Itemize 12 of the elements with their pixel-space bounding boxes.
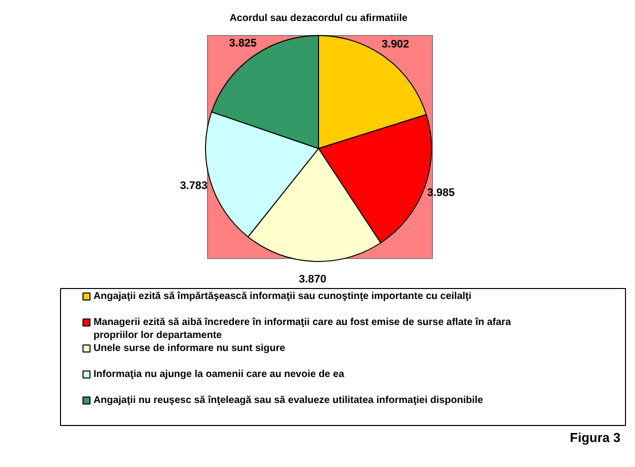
chart-title: Acordul sau dezacordul cu afirmatiile: [230, 13, 408, 24]
data-label: 3.870: [298, 273, 326, 286]
data-label: 3.825: [229, 38, 257, 50]
data-label: 3.985: [427, 187, 455, 200]
data-label: 3.783: [180, 180, 208, 192]
data-label: 3.902: [382, 38, 410, 51]
legend-label: Managerii ezită să aibă încredere în informaţii care au fost emise de surse aflate în afara propriilor lor departamente: [94, 317, 512, 341]
legend-label: Informaţia nu ajunge la oamenii care au nevoie de ea: [94, 369, 345, 380]
text: Figura 3: [570, 430, 621, 445]
legend-label: Angajaţii ezită să împărtăşească informaţii sau cunoştinţe importante cu ceilalţi: [94, 291, 472, 302]
legend-label: Angajaţii nu reuşesc să înţeleagă sau să evalueze utilitatea informaţiei disponibile: [94, 395, 484, 406]
legend-label: Unele surse de informare nu sunt sigure: [94, 343, 286, 354]
